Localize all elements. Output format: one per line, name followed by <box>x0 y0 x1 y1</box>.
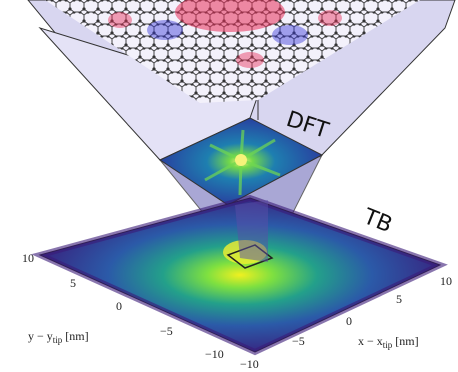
y-tick-label: 5 <box>70 276 76 290</box>
x-tick-label: −10 <box>240 357 259 371</box>
x-tick-label: 5 <box>396 292 402 306</box>
tb-label: TB <box>359 204 396 238</box>
x-tick-label: −5 <box>292 334 305 348</box>
x-axis-label: x − xtip[nm] <box>358 334 419 350</box>
label-sub: tip <box>53 335 63 345</box>
label-main: x − x <box>358 334 383 348</box>
y-tick-label: 10 <box>22 251 34 265</box>
label-unit: [nm] <box>65 329 88 343</box>
x-tick-label: 10 <box>440 274 452 288</box>
label-main: y − y <box>28 329 53 343</box>
figure: DFT TB 10 5 0 −5 −10 10 5 0 −5 −10 y − y… <box>0 0 458 372</box>
y-tick-label: −10 <box>205 347 224 361</box>
x-tick-label: 0 <box>346 314 352 328</box>
y-axis-label: y − ytip[nm] <box>28 329 89 345</box>
label-sub: tip <box>383 340 393 350</box>
label-unit: [nm] <box>395 334 418 348</box>
y-tick-label: 0 <box>116 299 122 313</box>
y-tick-label: −5 <box>160 324 173 338</box>
